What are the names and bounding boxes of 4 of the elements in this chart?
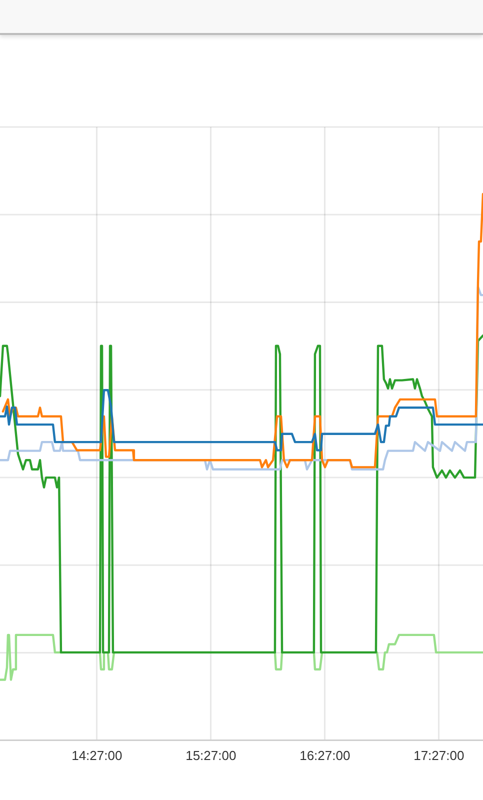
x-tick-label: 16:27:00: [300, 748, 350, 763]
x-tick-label: 17:27:00: [414, 748, 464, 763]
x-tick-label: 15:27:00: [186, 748, 236, 763]
x-tick-label: 14:27:00: [72, 748, 122, 763]
